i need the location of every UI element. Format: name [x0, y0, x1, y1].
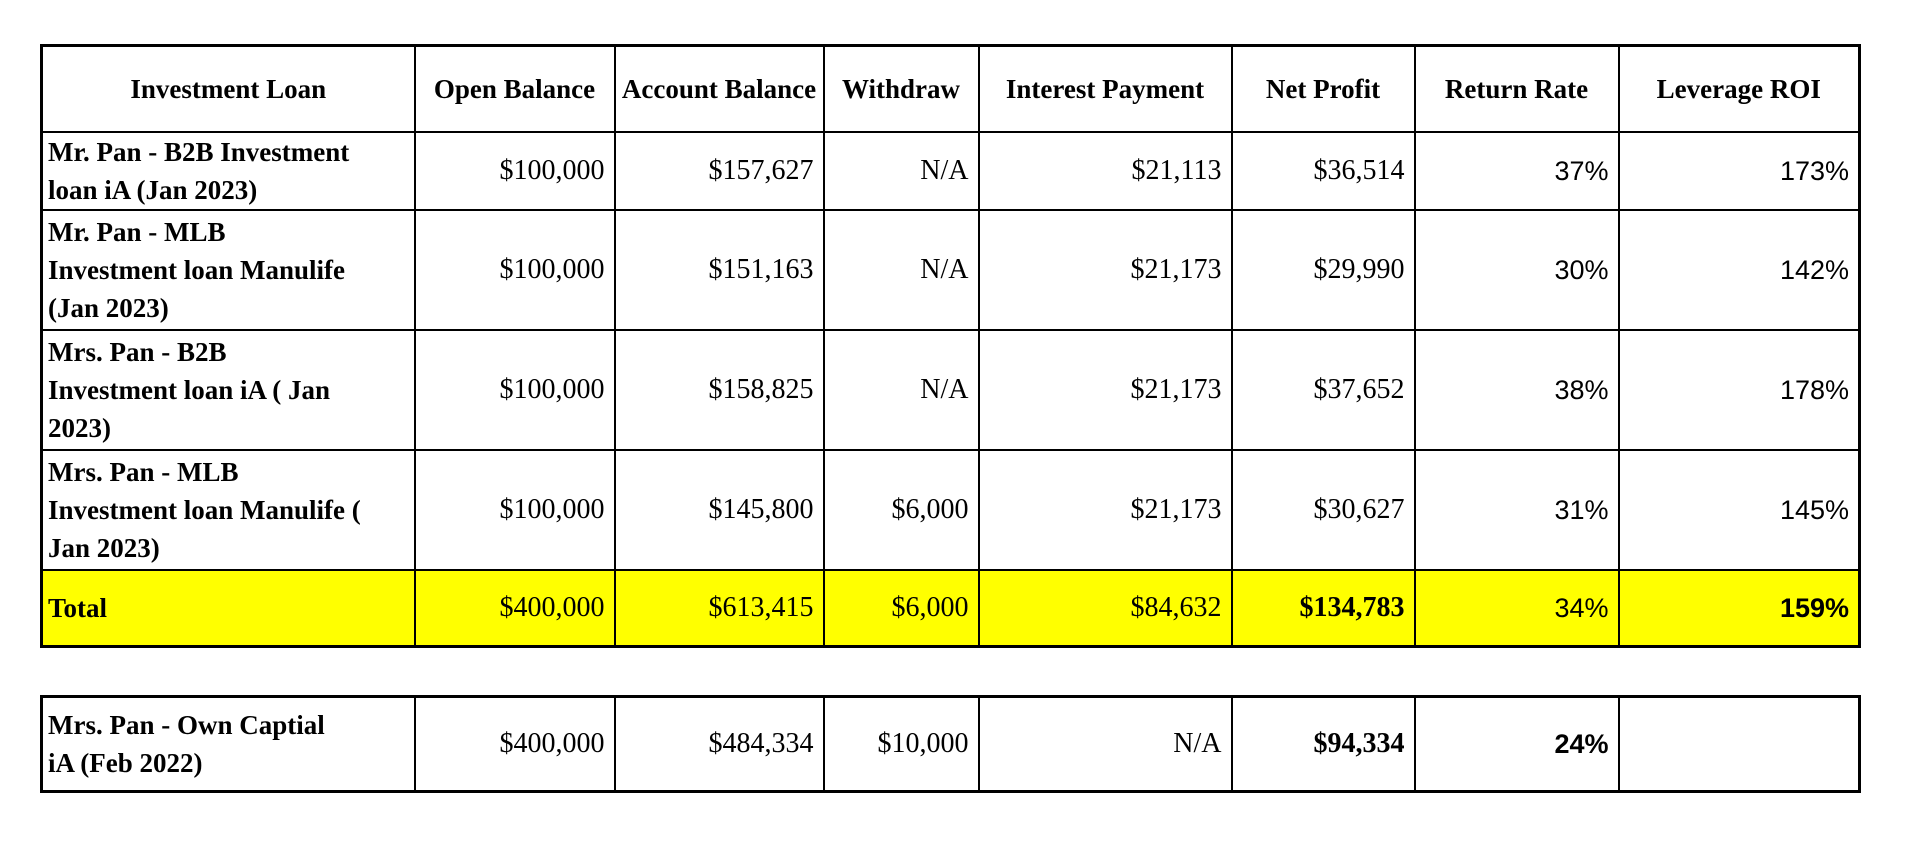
cell-account-balance: $145,800 [613, 448, 825, 571]
cell-total-interest-payment: $84,632 [977, 568, 1233, 648]
cell-return-rate: 30% [1413, 208, 1620, 331]
loan-row-mr-pan-b2b: Mr. Pan - B2B Investment loan iA (Jan 20… [40, 130, 1861, 211]
own-capital-table: Mrs. Pan - Own Captial iA (Feb 2022) $40… [40, 695, 1861, 793]
own-capital-row: Mrs. Pan - Own Captial iA (Feb 2022) $40… [40, 695, 1861, 793]
total-row: Total $400,000 $613,415 $6,000 $84,632 $… [40, 568, 1861, 648]
cell-net-profit: $30,627 [1230, 448, 1416, 571]
cell-withdraw: N/A [822, 130, 980, 211]
cell-capital-leverage-roi [1617, 695, 1861, 793]
cell-leverage-roi: 142% [1617, 208, 1861, 331]
cell-open-balance: $100,000 [413, 208, 616, 331]
cell-withdraw: $6,000 [822, 448, 980, 571]
header-row: Investment Loan Open Balance Account Bal… [40, 44, 1861, 133]
cell-loan-name: Mr. Pan - MLB Investment loan Manulife (… [40, 208, 416, 331]
cell-account-balance: $157,627 [613, 130, 825, 211]
cell-loan-name: Mrs. Pan - MLB Investment loan Manulife … [40, 448, 416, 571]
cell-return-rate: 31% [1413, 448, 1620, 571]
col-header-net-profit: Net Profit [1230, 44, 1416, 133]
cell-interest-payment: $21,173 [977, 328, 1233, 451]
cell-account-balance: $151,163 [613, 208, 825, 331]
cell-total-net-profit: $134,783 [1230, 568, 1416, 648]
cell-leverage-roi: 145% [1617, 448, 1861, 571]
cell-capital-interest-payment: N/A [977, 695, 1233, 793]
cell-open-balance: $100,000 [413, 328, 616, 451]
cell-total-leverage-roi: 159% [1617, 568, 1861, 648]
cell-total-return-rate: 34% [1413, 568, 1620, 648]
cell-capital-return-rate: 24% [1413, 695, 1620, 793]
cell-net-profit: $36,514 [1230, 130, 1416, 211]
cell-open-balance: $100,000 [413, 130, 616, 211]
cell-loan-name: Mr. Pan - B2B Investment loan iA (Jan 20… [40, 130, 416, 211]
cell-capital-open-balance: $400,000 [413, 695, 616, 793]
cell-leverage-roi: 178% [1617, 328, 1861, 451]
cell-net-profit: $29,990 [1230, 208, 1416, 331]
loan-row-mrs-pan-mlb: Mrs. Pan - MLB Investment loan Manulife … [40, 448, 1861, 571]
cell-capital-account-balance: $484,334 [613, 695, 825, 793]
cell-capital-withdraw: $10,000 [822, 695, 980, 793]
cell-account-balance: $158,825 [613, 328, 825, 451]
cell-total-account-balance: $613,415 [613, 568, 825, 648]
cell-leverage-roi: 173% [1617, 130, 1861, 211]
cell-interest-payment: $21,173 [977, 448, 1233, 571]
cell-return-rate: 38% [1413, 328, 1620, 451]
col-header-return-rate: Return Rate [1413, 44, 1620, 133]
cell-return-rate: 37% [1413, 130, 1620, 211]
cell-capital-name: Mrs. Pan - Own Captial iA (Feb 2022) [40, 695, 416, 793]
cell-total-withdraw: $6,000 [822, 568, 980, 648]
col-header-investment-loan: Investment Loan [40, 44, 416, 133]
cell-capital-net-profit: $94,334 [1230, 695, 1416, 793]
col-header-interest-payment: Interest Payment [977, 44, 1233, 133]
cell-loan-name: Mrs. Pan - B2B Investment loan iA ( Jan … [40, 328, 416, 451]
cell-total-open-balance: $400,000 [413, 568, 616, 648]
col-header-withdraw: Withdraw [822, 44, 980, 133]
investment-loan-table: Investment Loan Open Balance Account Bal… [40, 44, 1861, 648]
col-header-leverage-roi: Leverage ROI [1617, 44, 1861, 133]
col-header-account-balance: Account Balance [613, 44, 825, 133]
cell-withdraw: N/A [822, 328, 980, 451]
cell-interest-payment: $21,113 [977, 130, 1233, 211]
total-label: Total [40, 568, 416, 648]
cell-withdraw: N/A [822, 208, 980, 331]
col-header-open-balance: Open Balance [413, 44, 616, 133]
cell-interest-payment: $21,173 [977, 208, 1233, 331]
cell-open-balance: $100,000 [413, 448, 616, 571]
loan-row-mrs-pan-b2b: Mrs. Pan - B2B Investment loan iA ( Jan … [40, 328, 1861, 451]
cell-net-profit: $37,652 [1230, 328, 1416, 451]
loan-row-mr-pan-mlb: Mr. Pan - MLB Investment loan Manulife (… [40, 208, 1861, 331]
